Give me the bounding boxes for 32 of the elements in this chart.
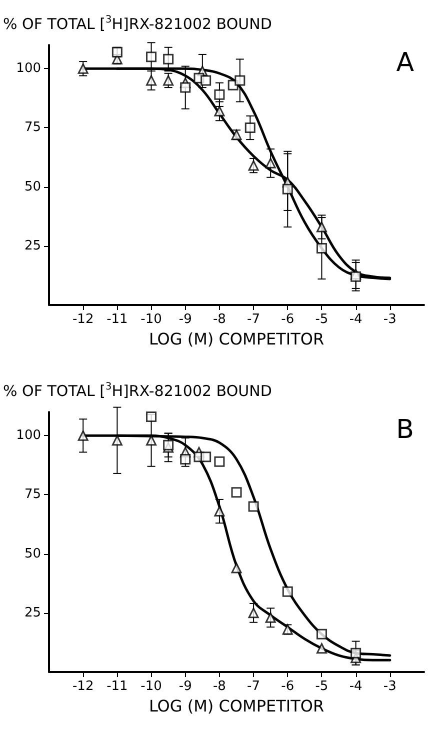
x-axis-title: LOG (M) COMPETITOR xyxy=(148,696,324,716)
x-tick-label: -11 xyxy=(106,679,128,694)
y-tick-label: 100 xyxy=(16,428,41,444)
x-tick-label: -7 xyxy=(247,312,260,327)
x-axis-title: LOG (M) COMPETITOR xyxy=(148,330,324,348)
y-tick-label: 50 xyxy=(24,546,41,562)
y-tick-label: 100 xyxy=(16,61,41,76)
x-tick-label: -6 xyxy=(281,679,294,694)
x-tick-label: -6 xyxy=(281,312,294,327)
x-tick-label: -3 xyxy=(383,312,396,327)
x-tick-label: -4 xyxy=(349,679,362,694)
x-tick-label: -8 xyxy=(212,679,226,694)
annotation: B xyxy=(396,415,414,445)
x-tick-label: -12 xyxy=(72,679,94,694)
x-tick-label: -7 xyxy=(247,679,260,694)
x-tick-label: -11 xyxy=(106,312,128,327)
x-tick-label: -9 xyxy=(178,679,192,694)
y-tick-label: 50 xyxy=(24,179,41,194)
y-tick-label: 25 xyxy=(24,605,41,620)
x-tick-label: -4 xyxy=(349,312,362,327)
x-tick-label: -5 xyxy=(315,312,328,327)
x-tick-label: -12 xyxy=(72,312,94,327)
x-tick-label: -9 xyxy=(178,312,192,327)
annotation: A xyxy=(396,48,414,78)
x-tick-label: -10 xyxy=(140,679,162,694)
x-tick-label: -3 xyxy=(383,679,396,694)
y-tick-label: 75 xyxy=(24,120,41,136)
y-tick-label: 75 xyxy=(24,487,41,502)
y-tick-label: 25 xyxy=(24,238,41,254)
x-tick-label: -5 xyxy=(315,679,328,694)
x-tick-label: -10 xyxy=(140,312,162,327)
x-tick-label: -8 xyxy=(212,312,226,327)
